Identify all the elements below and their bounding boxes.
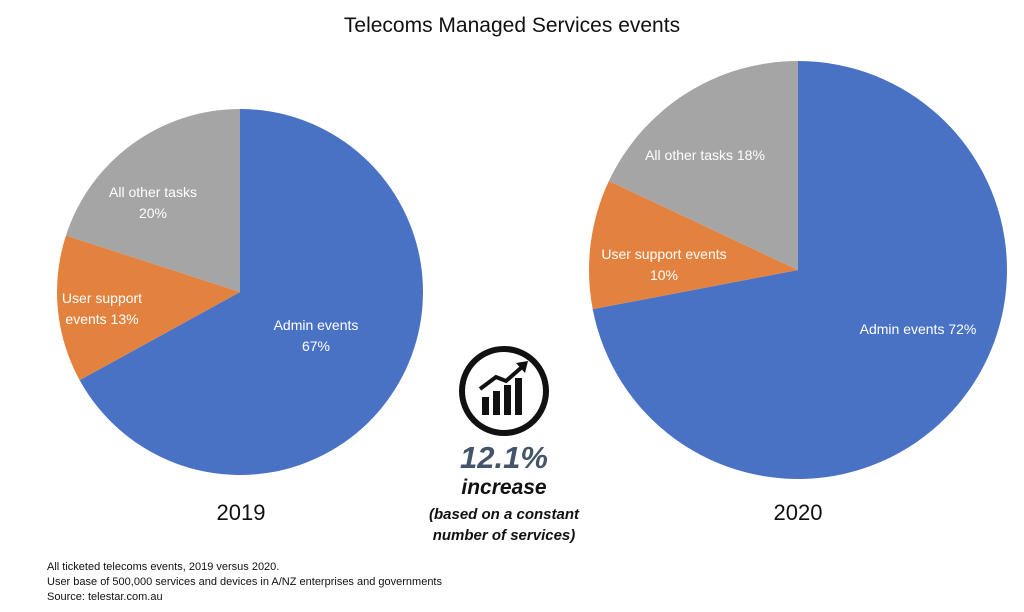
slice-label-2020-admin-events: Admin events 72% — [860, 321, 977, 337]
footer-line: User base of 500,000 services and device… — [47, 576, 442, 588]
slice-label-2019-all-other-tasks: All other tasks 20% — [109, 184, 197, 221]
chart-title: Telecoms Managed Services events — [343, 14, 681, 37]
pie-slice-2019-admin-events — [79, 109, 424, 475]
increase-note: (based on a constant number of services) — [384, 504, 624, 546]
increase-label: increase — [461, 476, 547, 499]
pie-slice-2020-user-support-events — [588, 181, 798, 310]
pie-slice-2019-all-other-tasks — [65, 109, 241, 292]
year-label-2020: 2020 — [773, 500, 823, 525]
slice-label-2019-user-support-events: User support events 13% — [62, 290, 142, 327]
increase-note-line: (based on a constant — [428, 506, 580, 523]
slice-label-2019-admin-events: Admin events 67% — [274, 317, 359, 354]
footer-notes: All ticketed telecoms events, 2019 versu… — [47, 560, 442, 605]
footer-line: All ticketed telecoms events, 2019 versu… — [47, 561, 280, 573]
slice-label-2020-all-other-tasks: All other tasks 18% — [645, 147, 765, 163]
slice-label-2020-user-support-events: User support events 10% — [601, 246, 726, 283]
growth-chart-icon — [459, 346, 549, 436]
pie-slice-2020-admin-events — [592, 61, 1007, 480]
pie-slice-2019-user-support-events — [57, 235, 240, 381]
year-label-2019: 2019 — [216, 500, 266, 525]
pie-slice-2020-all-other-tasks — [608, 61, 798, 270]
increase-note-line: number of services) — [432, 527, 576, 544]
footer-line: Source: telestar.com.au — [47, 591, 163, 603]
increase-value: 12.1% — [460, 440, 548, 475]
